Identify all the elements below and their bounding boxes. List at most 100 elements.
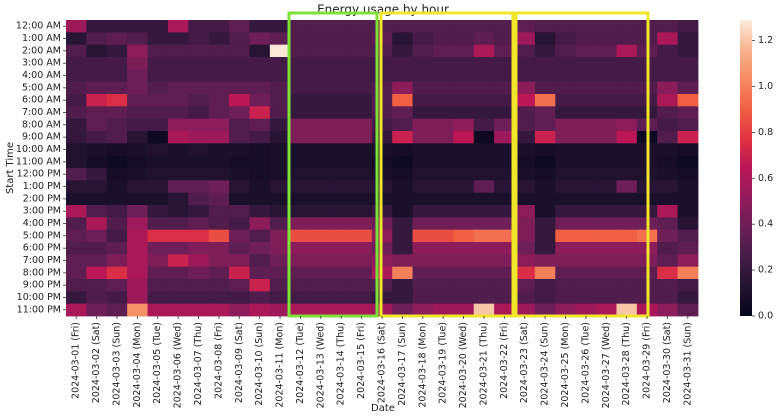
heatmap-cell [514,57,536,70]
heatmap-cell [310,291,332,305]
heatmap-cell [432,279,454,292]
heatmap-cell [677,69,699,83]
heatmap-cell [432,229,454,243]
heatmap-cell [432,242,454,255]
heatmap-cell [412,279,434,292]
heatmap-cell [290,242,312,255]
heatmap-cell [310,242,332,255]
heatmap-cell [453,266,475,280]
heatmap-cell [514,118,536,132]
heatmap-cell [208,81,230,95]
heatmap-cell [534,266,556,280]
x-tick-label: 2024-03-28 (Thu) [621,322,632,406]
heatmap-cell [188,205,210,218]
heatmap-cell [351,242,373,255]
heatmap-cell [106,279,128,292]
heatmap-cell [106,303,128,317]
heatmap-cell [555,69,577,83]
heatmap-cell [432,217,454,231]
heatmap-cell [167,94,189,107]
heatmap-cell [473,131,495,144]
heatmap-cell [616,168,638,181]
heatmap-cell [575,242,597,255]
heatmap-cell [494,192,515,206]
heatmap-cell [616,131,638,144]
heatmap-cell [596,279,617,292]
heatmap-cell [229,143,250,157]
heatmap-cell [86,254,108,268]
heatmap-cell [412,20,434,33]
heatmap-cell [290,57,312,70]
heatmap-cell [290,20,312,33]
heatmap-cell [66,242,87,255]
heatmap-cell [310,303,332,317]
heatmap-cell [453,192,475,206]
heatmap-cell [208,20,230,33]
heatmap-cell [106,168,128,181]
heatmap-cell [575,229,597,243]
heatmap-cell [392,168,413,181]
heatmap-cell [534,143,556,157]
heatmap-cell [147,131,169,144]
heatmap-cell [432,291,454,305]
heatmap-cell [657,143,679,157]
heatmap-cell [208,180,230,194]
heatmap-cell [494,118,515,132]
heatmap-cell [290,291,312,305]
heatmap-cell [351,192,373,206]
heatmap-cell [290,168,312,181]
heatmap-cell [229,118,250,132]
heatmap-cell [106,205,128,218]
heatmap-cell [392,69,413,83]
heatmap-cell [249,254,271,268]
heatmap-cell [575,143,597,157]
heatmap-cell [290,205,312,218]
heatmap-cell [106,57,128,70]
heatmap-cell [86,205,108,218]
heatmap-cell [127,118,148,132]
heatmap-cell [494,291,515,305]
heatmap-cell [453,106,475,120]
heatmap-cell [208,69,230,83]
heatmap-cell [229,44,250,58]
heatmap-cell [229,131,250,144]
heatmap-cell [66,32,87,46]
x-tick-label: 2024-03-19 (Tue) [438,322,449,404]
heatmap-cell [331,44,352,58]
heatmap-cell [127,168,148,181]
heatmap-cell [147,192,169,206]
heatmap-cell [249,118,271,132]
heatmap-cell [290,118,312,132]
heatmap-cell [188,217,210,231]
heatmap-cell [473,229,495,243]
heatmap-cell [514,106,536,120]
heatmap-cell [677,266,699,280]
heatmap-cell [677,106,699,120]
heatmap-cell [310,143,332,157]
heatmap-cell [208,32,230,46]
heatmap-cell [575,44,597,58]
heatmap-cell [616,291,638,305]
heatmap-cell [331,254,352,268]
heatmap-cell [677,57,699,70]
heatmap-cell [494,143,515,157]
heatmap-cell [432,118,454,132]
heatmap-cell [208,254,230,268]
heatmap-cell [249,106,271,120]
heatmap-cell [147,106,169,120]
heatmap-cell [167,106,189,120]
heatmap-cell [432,69,454,83]
heatmap-cell [269,303,291,317]
heatmap-cell [351,180,373,194]
heatmap-cell [249,303,271,317]
heatmap-cell [127,20,148,33]
heatmap-cell [453,32,475,46]
heatmap-cell [66,118,87,132]
heatmap-cell [290,69,312,83]
heatmap-cell [290,254,312,268]
heatmap-cell [167,81,189,95]
heatmap-cell [331,168,352,181]
x-tick-label: 2024-03-01 (Fri) [71,322,82,399]
heatmap-cell [555,180,577,194]
